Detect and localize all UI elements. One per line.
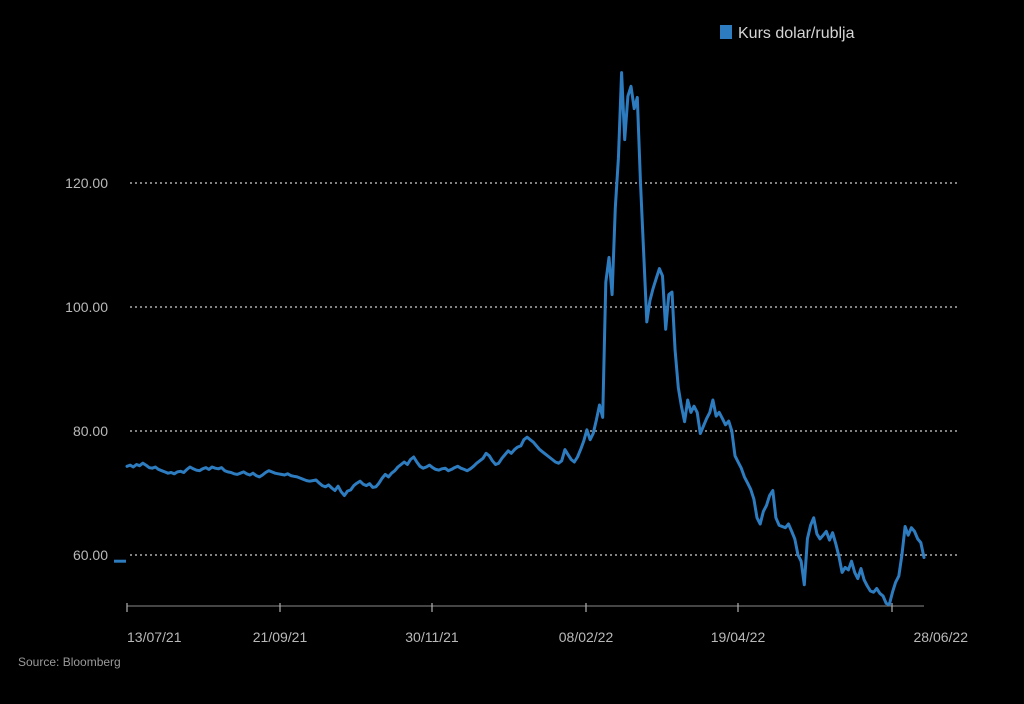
source-note: Source: Bloomberg (18, 655, 121, 669)
x-tick-label: 21/09/21 (253, 629, 308, 645)
legend-label: Kurs dolar/rublja (738, 25, 855, 42)
x-tick-label: 30/11/21 (405, 629, 459, 645)
y-tick-label: 100.00 (65, 299, 108, 315)
x-axis: 13/07/21 21/09/21 30/11/21 08/02/22 19/04/22… (126, 603, 969, 645)
series-line-kurs-dolar-rublja (125, 71, 926, 607)
y-tick-label: 80.00 (73, 423, 108, 439)
x-tick-label: 08/02/22 (559, 629, 614, 645)
legend: Kurs dolar/rublja (720, 25, 855, 42)
legend-swatch (720, 25, 732, 39)
y-tick-label: 120.00 (65, 175, 108, 191)
series-layer (125, 71, 926, 607)
x-tick-label: 13/07/21 (127, 629, 182, 645)
gridlines (130, 182, 958, 556)
x-tick-label: 28/06/22 (914, 629, 969, 645)
x-tick-label: 19/04/22 (711, 629, 766, 645)
y-axis: 60.00 80.00 100.00 120.00 (65, 175, 126, 563)
y-tick-label: 60.00 (73, 547, 108, 563)
